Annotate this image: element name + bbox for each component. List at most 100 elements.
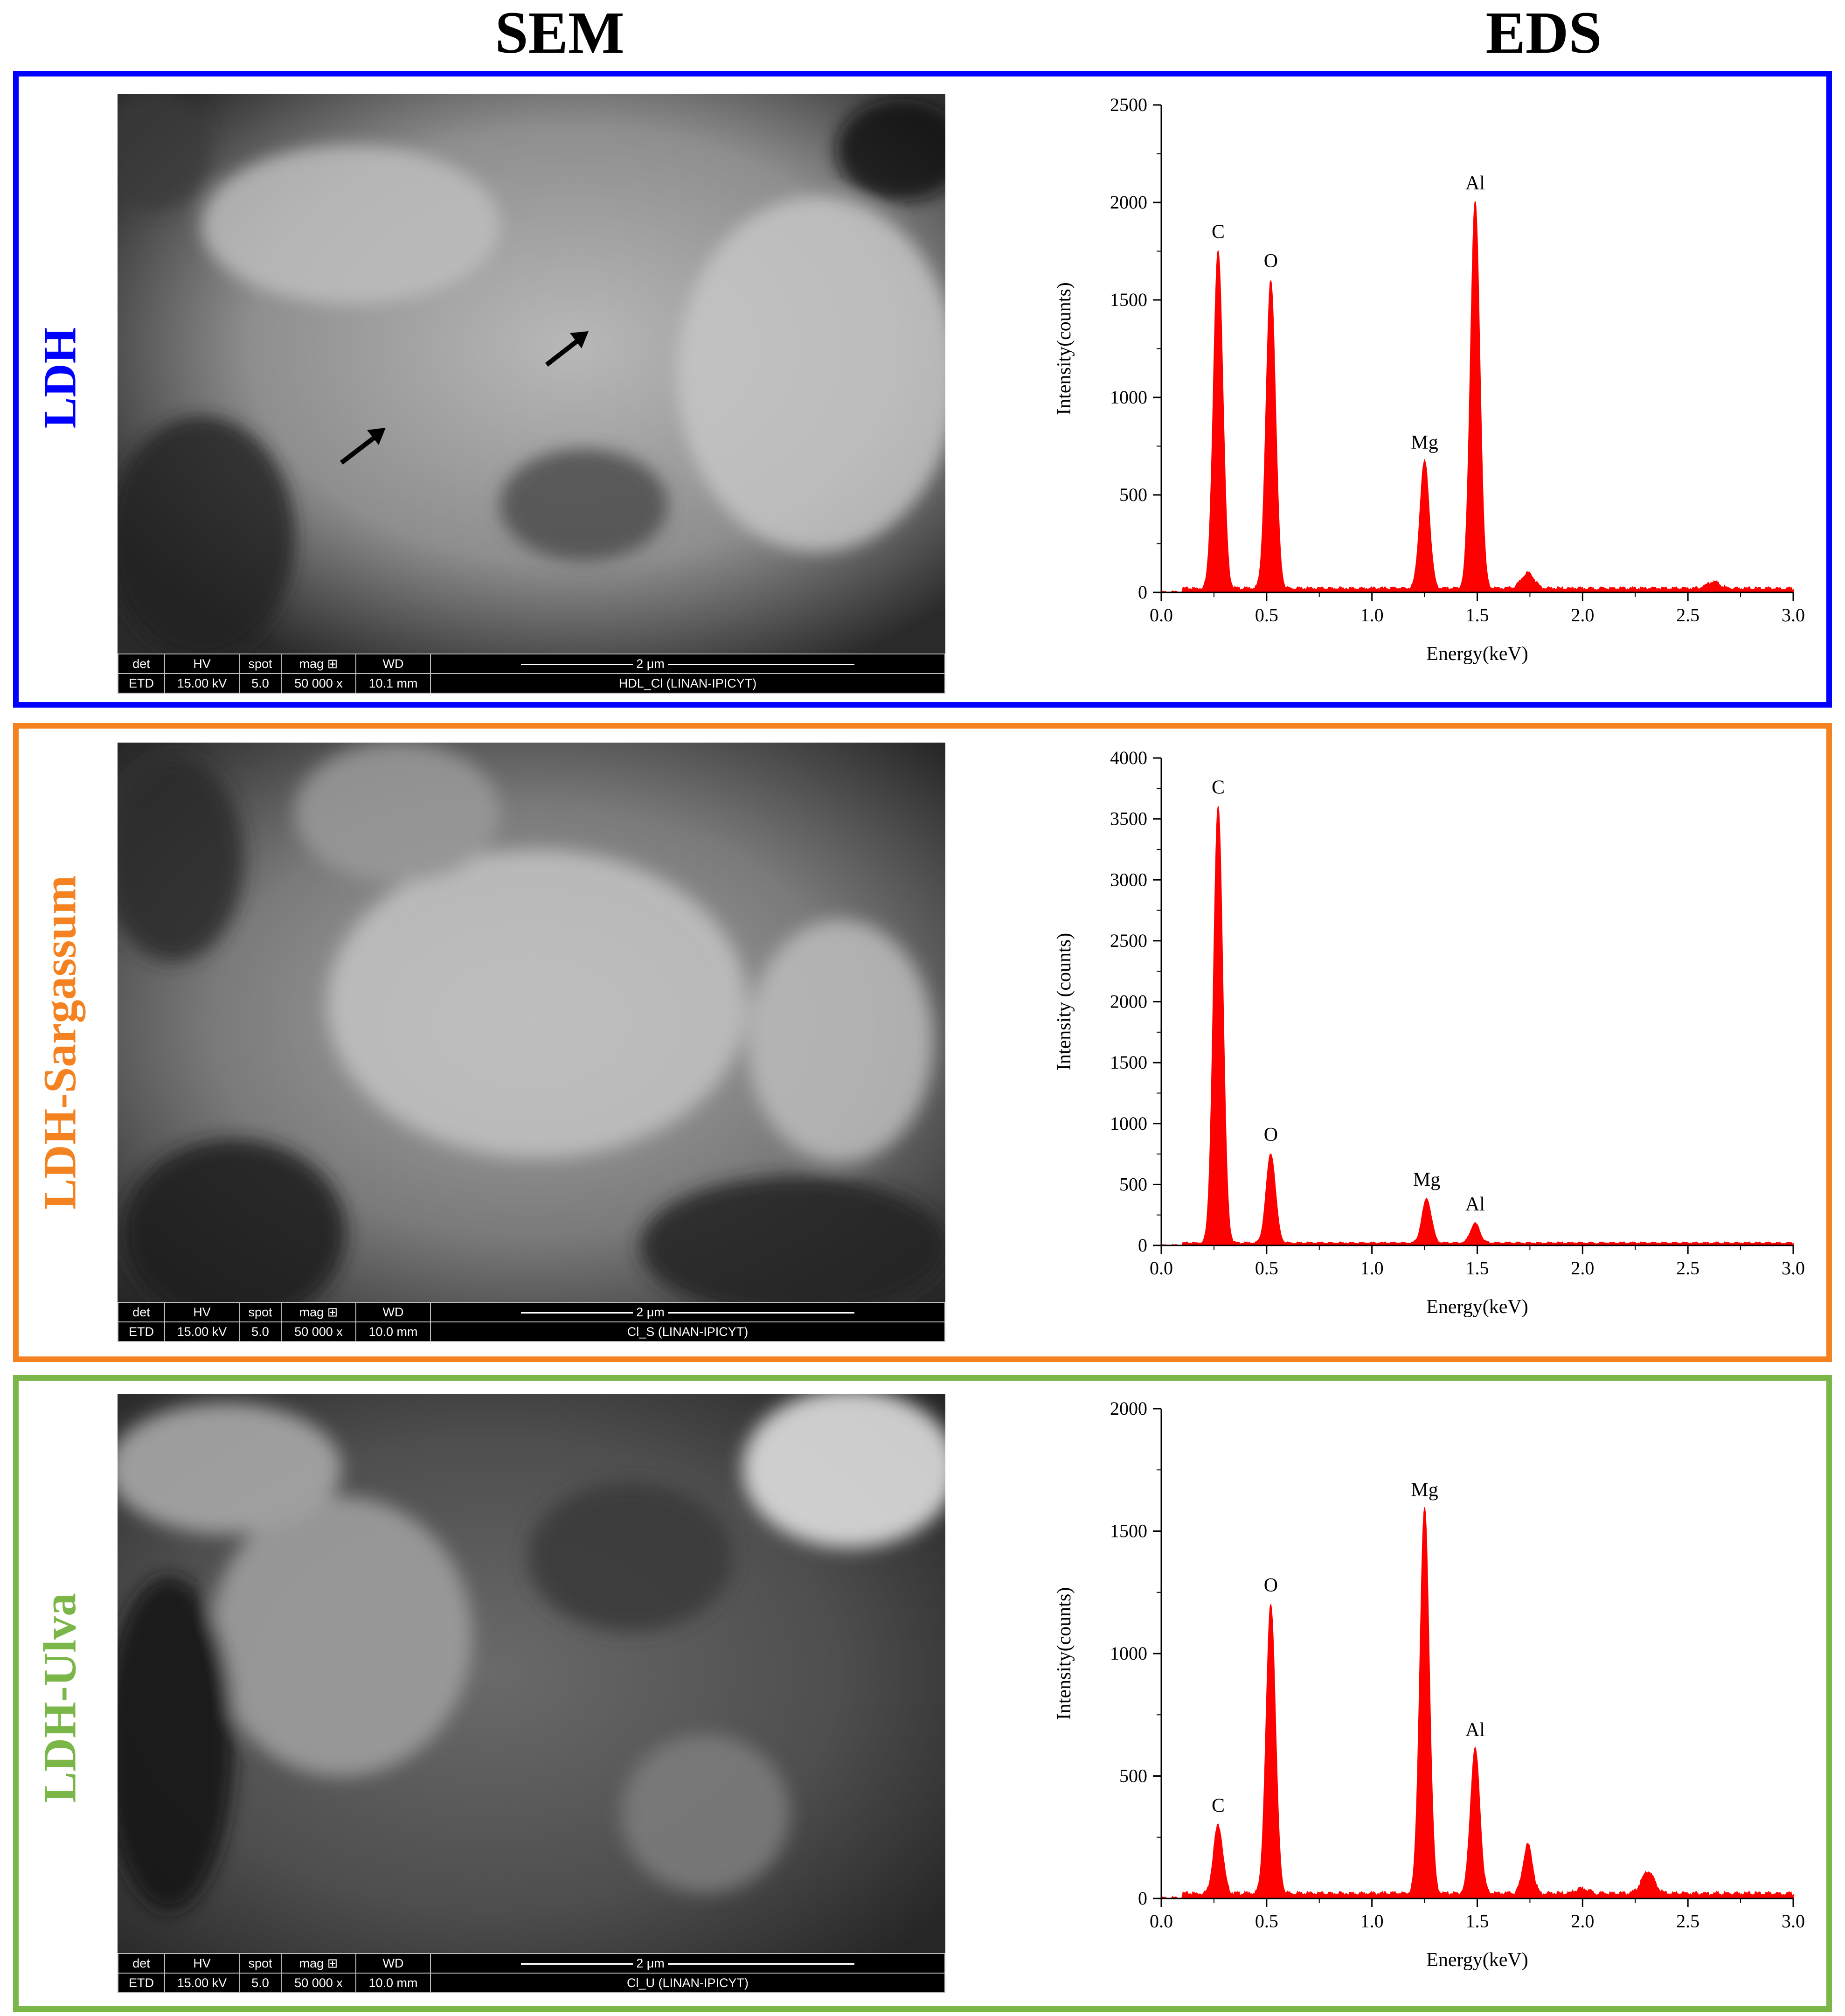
y-tick-label: 500	[1119, 1766, 1147, 1787]
databar-label: spot	[239, 1953, 282, 1974]
x-tick-label: 0.5	[1255, 1911, 1278, 1932]
peak-label: O	[1264, 1124, 1278, 1146]
x-tick-label: 0.0	[1150, 605, 1173, 626]
sample-name: HDL_Cl (LINAN-IPICYT)	[430, 673, 945, 694]
scale-bar-label: 2 μm	[636, 656, 665, 671]
x-tick-label: 3.0	[1782, 1258, 1805, 1279]
x-tick-label: 1.0	[1360, 1258, 1384, 1279]
databar-label: det	[118, 653, 165, 674]
x-tick-label: 0.5	[1255, 605, 1278, 626]
y-tick-label: 1500	[1110, 289, 1147, 310]
eds-chart-sargassum: 0.0 0.5 1.0 1.5 2.0 2.5 3.0 0 500 1000 1500 2000 250…	[1024, 742, 1817, 1353]
eds-spectrum-ldh: 0.0 0.5 1.0 1.5 2.0 2.5 3.0 0 500 1000 1500 2000 250…	[1054, 94, 1805, 665]
x-axis-label: Energy(keV)	[1426, 643, 1528, 665]
databar-label: HV	[164, 1953, 240, 1974]
y-tick-label: 2500	[1110, 930, 1147, 951]
x-tick-label: 2.0	[1571, 1258, 1594, 1279]
y-tick-label: 1500	[1110, 1052, 1147, 1073]
sem-column-header: SEM	[495, 0, 624, 66]
peak-label: Al	[1465, 173, 1485, 194]
spectrum-area	[1160, 806, 1794, 1246]
databar-label: spot	[239, 653, 282, 674]
y-tick-label: 4000	[1110, 747, 1147, 768]
y-tick-label: 2500	[1110, 94, 1147, 115]
arrow-icon	[545, 331, 589, 367]
databar-value: ETD	[118, 673, 165, 694]
x-tick-label: 0.0	[1150, 1258, 1173, 1279]
databar-label: mag ⊞	[281, 653, 356, 674]
databar-value: ETD	[118, 1973, 165, 1993]
x-tick-label: 3.0	[1782, 605, 1805, 626]
databar-value: 5.0	[239, 1973, 282, 1993]
databar-label: WD	[355, 653, 431, 674]
sample-name: Cl_U (LINAN-IPICYT)	[430, 1973, 945, 1993]
databar-value: 50 000 x	[281, 1321, 356, 1342]
scale-bar-label: 2 μm	[636, 1956, 665, 1970]
y-axis-label: Intensity(counts)	[1054, 282, 1075, 415]
databar-value: 5.0	[239, 673, 282, 694]
databar-label: mag ⊞	[281, 1302, 356, 1322]
spectrum-area	[1160, 1507, 1794, 1899]
peak-label: C	[1212, 777, 1225, 799]
panel-label-ldh: LDH	[34, 327, 86, 429]
sample-name: Cl_S (LINAN-IPICYT)	[430, 1321, 945, 1342]
eds-chart-ulva: 0.0 0.5 1.0 1.5 2.0 2.5 3.0 0 500 1000 1500 2000 Ene…	[1024, 1392, 1817, 2006]
y-tick-label: 1500	[1110, 1521, 1147, 1542]
eds-spectrum-ulva: 0.0 0.5 1.0 1.5 2.0 2.5 3.0 0 500 1000 1500 2000 Ene…	[1054, 1398, 1805, 1971]
x-axis-label: Energy(keV)	[1426, 1296, 1528, 1318]
y-tick-label: 500	[1119, 484, 1147, 505]
sem-micrograph-ldh	[118, 94, 945, 653]
databar-value: 15.00 kV	[164, 1321, 240, 1342]
y-axis-label: Intensity(counts)	[1054, 1587, 1075, 1720]
y-tick-label: 2000	[1110, 192, 1147, 213]
databar-label: WD	[355, 1302, 431, 1322]
y-tick-label: 2000	[1110, 991, 1147, 1012]
y-tick-label: 1000	[1110, 1113, 1147, 1134]
x-tick-label: 1.0	[1360, 1911, 1384, 1932]
databar-value: ETD	[118, 1321, 165, 1342]
y-tick-label: 500	[1119, 1174, 1147, 1195]
x-tick-label: 0.0	[1150, 1911, 1173, 1932]
y-tick-label: 0	[1138, 1235, 1147, 1256]
scale-bar: 2 μm	[430, 1953, 945, 1974]
x-tick-label: 1.0	[1360, 605, 1384, 626]
peak-label: C	[1212, 1795, 1225, 1817]
peak-label: C	[1212, 222, 1225, 243]
databar-value: 50 000 x	[281, 673, 356, 694]
x-tick-label: 2.0	[1571, 1911, 1594, 1932]
spectrum-area	[1160, 201, 1794, 593]
x-tick-label: 1.5	[1466, 605, 1489, 626]
sem-micrograph-sargassum	[118, 743, 945, 1302]
databar-value: 50 000 x	[281, 1973, 356, 1993]
y-tick-label: 1000	[1110, 387, 1147, 408]
peak-label: Mg	[1411, 1479, 1438, 1501]
databar-label: WD	[355, 1953, 431, 1974]
x-tick-label: 3.0	[1782, 1911, 1805, 1932]
scale-bar: 2 μm	[430, 1302, 945, 1322]
x-tick-label: 2.5	[1676, 1911, 1699, 1932]
sem-image-ldh: det HV spot mag ⊞ WD 2 μm ETD 15.00 kV 5…	[118, 94, 945, 694]
peak-label: Al	[1465, 1194, 1485, 1215]
y-tick-label: 2000	[1110, 1398, 1147, 1419]
databar-label: det	[118, 1302, 165, 1322]
databar-label: mag ⊞	[281, 1953, 356, 1974]
sem-databar-sargassum: det HV spot mag ⊞ WD 2 μm ETD 15.00 kV 5…	[118, 1302, 945, 1342]
panel-ldh-ulva	[13, 1375, 1832, 2012]
panel-label-ldh-ulva: LDH-Ulva	[34, 1593, 86, 1803]
databar-label: spot	[239, 1302, 282, 1322]
x-tick-label: 2.5	[1676, 605, 1699, 626]
databar-label: det	[118, 1953, 165, 1974]
scale-bar: 2 μm	[430, 653, 945, 674]
x-tick-label: 0.5	[1255, 1258, 1278, 1279]
y-tick-label: 3000	[1110, 869, 1147, 890]
panel-label-ldh-sargassum: LDH-Sargassum	[34, 875, 86, 1210]
eds-spectrum-sargassum: 0.0 0.5 1.0 1.5 2.0 2.5 3.0 0 500 1000 1500 2000 250…	[1054, 747, 1805, 1318]
databar-value: 10.0 mm	[355, 1321, 431, 1342]
sem-databar-ulva: det HV spot mag ⊞ WD 2 μm ETD 15.00 kV 5…	[118, 1953, 945, 1993]
peak-label: Mg	[1411, 432, 1438, 453]
databar-value: 10.0 mm	[355, 1973, 431, 1993]
x-tick-label: 2.5	[1676, 1258, 1699, 1279]
sem-databar-ldh: det HV spot mag ⊞ WD 2 μm ETD 15.00 kV 5…	[118, 653, 945, 694]
panel-ldh	[13, 71, 1832, 708]
x-tick-label: 1.5	[1466, 1911, 1489, 1932]
